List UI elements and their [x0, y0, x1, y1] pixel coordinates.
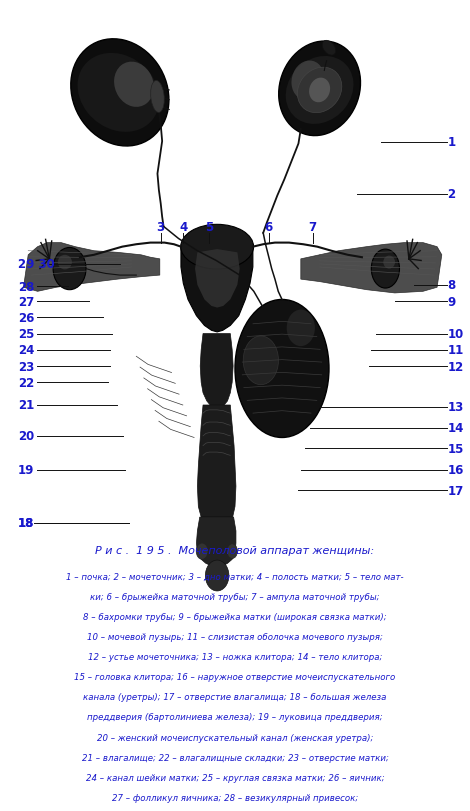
- Text: преддверия (бартолиниева железа); 19 – луковица преддверия;: преддверия (бартолиниева железа); 19 – л…: [87, 713, 383, 722]
- Polygon shape: [195, 250, 240, 308]
- Text: 14: 14: [447, 422, 464, 435]
- Ellipse shape: [279, 42, 360, 136]
- Text: 27 – фолликул яичника; 28 – везикулярный привесок;: 27 – фолликул яичника; 28 – везикулярный…: [112, 793, 358, 802]
- Text: 1: 1: [447, 136, 455, 149]
- Text: 9: 9: [447, 295, 456, 308]
- Text: 5: 5: [205, 221, 213, 234]
- Ellipse shape: [383, 256, 395, 269]
- Ellipse shape: [235, 300, 329, 438]
- Text: 21 – влагалище; 22 – влагалищные складки; 23 – отверстие матки;: 21 – влагалище; 22 – влагалищные складки…: [82, 753, 388, 762]
- Ellipse shape: [53, 248, 86, 290]
- Ellipse shape: [309, 79, 330, 103]
- Text: 24: 24: [18, 344, 34, 357]
- Text: 13: 13: [447, 401, 464, 414]
- Text: 20 – женский мочеиспускательный канал (женская уретра);: 20 – женский мочеиспускательный канал (ж…: [97, 732, 373, 741]
- Text: 8: 8: [447, 279, 456, 292]
- Text: 27: 27: [18, 295, 34, 308]
- Ellipse shape: [78, 54, 159, 133]
- Ellipse shape: [243, 337, 278, 385]
- Text: канала (уретры); 17 – отверстие влагалища; 18 – большая железа: канала (уретры); 17 – отверстие влагалищ…: [83, 693, 387, 702]
- Ellipse shape: [71, 40, 169, 147]
- Ellipse shape: [371, 250, 400, 289]
- Text: 15: 15: [447, 442, 464, 455]
- Polygon shape: [200, 334, 233, 407]
- Ellipse shape: [298, 68, 342, 114]
- Ellipse shape: [114, 62, 154, 108]
- Polygon shape: [181, 243, 253, 333]
- Text: 6: 6: [265, 221, 273, 234]
- Ellipse shape: [286, 57, 353, 125]
- Text: 18: 18: [18, 517, 34, 530]
- Text: 20: 20: [18, 430, 34, 443]
- Text: 28: 28: [18, 281, 34, 294]
- Text: 11: 11: [447, 344, 464, 357]
- Text: 15 – головка клитора; 16 – наружное отверстие мочеиспускательного: 15 – головка клитора; 16 – наружное отве…: [74, 672, 396, 681]
- Text: 3: 3: [157, 221, 165, 234]
- Ellipse shape: [151, 81, 164, 114]
- Ellipse shape: [287, 310, 315, 347]
- Ellipse shape: [58, 255, 72, 270]
- Text: 23: 23: [18, 360, 34, 373]
- Text: 25: 25: [18, 328, 34, 341]
- Text: 8 – бахромки трубы; 9 – брыжейка матки (широкая связка матки);: 8 – бахромки трубы; 9 – брыжейка матки (…: [83, 612, 387, 621]
- Text: 16: 16: [447, 464, 464, 477]
- Ellipse shape: [205, 560, 229, 591]
- Ellipse shape: [196, 543, 208, 560]
- Text: ки; 6 – брыжейка маточной трубы; 7 – ампула маточной трубы;: ки; 6 – брыжейка маточной трубы; 7 – амп…: [90, 592, 380, 601]
- Text: 4: 4: [179, 221, 188, 234]
- Text: 26: 26: [18, 311, 34, 324]
- Text: 18: 18: [18, 517, 34, 530]
- Text: 10: 10: [447, 328, 464, 341]
- Text: 21: 21: [18, 399, 34, 412]
- Polygon shape: [197, 406, 236, 517]
- Ellipse shape: [322, 41, 336, 56]
- Ellipse shape: [291, 62, 324, 101]
- Text: 2: 2: [447, 188, 455, 201]
- Polygon shape: [196, 517, 236, 566]
- Text: 12: 12: [447, 360, 464, 373]
- Text: 29 30: 29 30: [18, 258, 55, 271]
- Ellipse shape: [181, 225, 254, 270]
- Text: 17: 17: [447, 484, 464, 497]
- Text: Р и с .  1 9 5 .  Мочеполовой аппарат женщины:: Р и с . 1 9 5 . Мочеполовой аппарат женщ…: [95, 545, 375, 555]
- Polygon shape: [301, 243, 442, 294]
- Text: 22: 22: [18, 376, 34, 389]
- Polygon shape: [24, 243, 160, 292]
- Text: 1 – почка; 2 – мочеточник; 3 – дно матки; 4 – полость матки; 5 – тело мат-: 1 – почка; 2 – мочеточник; 3 – дно матки…: [66, 572, 404, 581]
- Text: 7: 7: [308, 221, 317, 234]
- Text: 24 – канал шейки матки; 25 – круглая связка матки; 26 – яичник;: 24 – канал шейки матки; 25 – круглая свя…: [86, 773, 384, 782]
- Ellipse shape: [227, 544, 237, 559]
- Text: 10 – мочевой пузырь; 11 – слизистая оболочка мочевого пузыря;: 10 – мочевой пузырь; 11 – слизистая обол…: [87, 632, 383, 641]
- Text: 12 – устье мочеточника; 13 – ножка клитора; 14 – тело клитора;: 12 – устье мочеточника; 13 – ножка клито…: [88, 652, 382, 661]
- Text: 19: 19: [18, 464, 34, 477]
